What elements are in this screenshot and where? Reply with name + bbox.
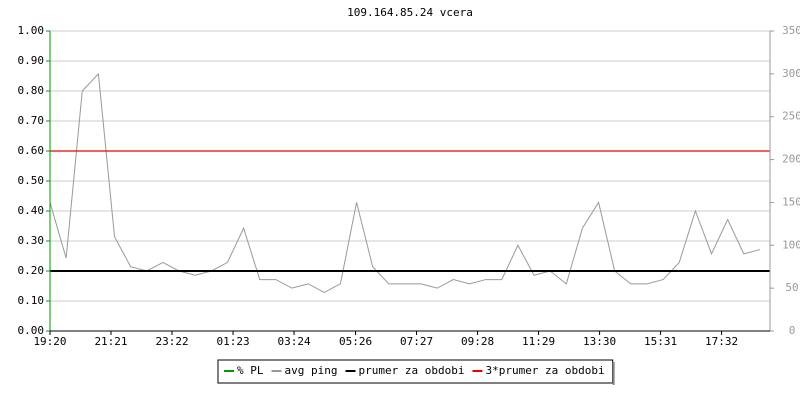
- legend-label: avg ping: [285, 364, 338, 377]
- y-tick-label: 0.40: [18, 204, 45, 217]
- x-tick-label: 07:27: [400, 335, 433, 348]
- legend-shadow: [612, 362, 615, 385]
- x-tick-label: 03:24: [277, 335, 310, 348]
- y2-tick-label: 150: [782, 195, 800, 208]
- x-tick-label: 05:26: [339, 335, 372, 348]
- x-tick-label: 11:29: [522, 335, 555, 348]
- legend-label: % PL: [237, 364, 264, 377]
- y2-tick-label: 350: [782, 24, 800, 37]
- legend-label: 3*prumer za obdobi: [485, 364, 604, 377]
- y2-tick-label: 0: [789, 324, 796, 337]
- y-tick-label: 0.20: [18, 264, 45, 277]
- x-tick-label: 09:28: [461, 335, 494, 348]
- y2-tick-label: 100: [782, 238, 800, 251]
- x-tick-label: 01:23: [216, 335, 249, 348]
- legend: % PL avg ping prumer za obdobi 3*prumer za …: [217, 359, 615, 385]
- x-tick-label: 21:21: [94, 335, 127, 348]
- x-tick-label: 17:32: [705, 335, 738, 348]
- y2-tick-label: 300: [782, 67, 800, 80]
- y-tick-label: 0.90: [18, 54, 45, 67]
- y-tick-label: 0.00: [18, 324, 45, 337]
- legend-label: prumer za obdobi: [358, 364, 464, 377]
- y-tick-label: 0.60: [18, 144, 45, 157]
- x-tick-label: 19:20: [33, 335, 66, 348]
- y2-tick-label: 200: [782, 153, 800, 166]
- y-tick-label: 0.50: [18, 174, 45, 187]
- y-tick-label: 0.80: [18, 84, 45, 97]
- x-tick-label: 15:31: [644, 335, 677, 348]
- chart-title: 109.164.85.24 vcera: [347, 6, 473, 19]
- x-tick-label: 13:30: [583, 335, 616, 348]
- y2-tick-label: 250: [782, 110, 800, 123]
- y-tick-label: 0.30: [18, 234, 45, 247]
- y-tick-label: 1.00: [18, 24, 45, 37]
- x-tick-label: 23:22: [155, 335, 188, 348]
- series-line: [49, 72, 761, 293]
- y2-tick-label: 50: [785, 281, 798, 294]
- y-tick-label: 0.70: [18, 114, 45, 127]
- y-tick-label: 0.10: [18, 294, 45, 307]
